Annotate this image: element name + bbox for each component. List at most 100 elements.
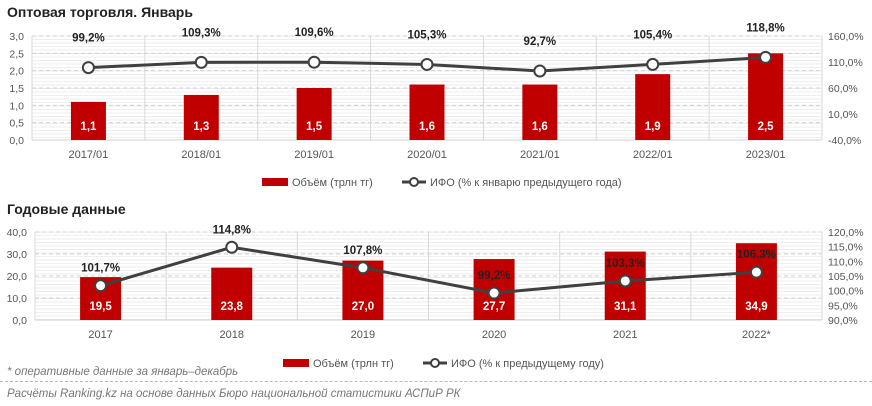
legend-line-label: ИФО (% к январю предыдущего года) bbox=[430, 177, 622, 189]
divider bbox=[0, 381, 872, 382]
bar bbox=[748, 53, 784, 141]
bar bbox=[735, 243, 777, 320]
y-tick-label: 0,0 bbox=[9, 135, 24, 147]
legend-bar-swatch bbox=[262, 178, 288, 186]
bar-value-label: 2,5 bbox=[758, 121, 775, 133]
line-value-label: 101,7% bbox=[81, 263, 120, 275]
line-point bbox=[533, 64, 547, 78]
x-tick-label: 2019/01 bbox=[294, 149, 334, 161]
bar bbox=[211, 267, 253, 320]
line-value-label: 103,3% bbox=[606, 258, 645, 270]
y-tick-label: 20,0 bbox=[7, 271, 28, 283]
source-note: Расчёты Ranking.kz на основе данных Бюро… bbox=[7, 388, 461, 400]
y-tick-label: 2,0 bbox=[9, 66, 24, 78]
bar-value-label: 1,5 bbox=[306, 121, 323, 133]
y-tick-label: 40,0 bbox=[7, 227, 28, 239]
legend-bar-label: Объём (трлн тг) bbox=[313, 358, 394, 370]
line-point bbox=[94, 279, 108, 293]
bar bbox=[409, 84, 445, 140]
line-point bbox=[307, 55, 321, 69]
bar bbox=[522, 84, 558, 140]
line-value-label: 106,3% bbox=[737, 249, 776, 261]
footnote: * оперативные данные за январь–декабрь bbox=[7, 366, 239, 378]
legend-bar-label: Объём (трлн тг) bbox=[292, 177, 373, 189]
bar-value-label: 19,5 bbox=[89, 301, 112, 313]
line-point bbox=[194, 55, 208, 69]
y2-tick-label: 90,0% bbox=[828, 315, 858, 327]
chart-title-january: Оптовая торговля. Январь bbox=[7, 4, 193, 20]
y-tick-label: 2,5 bbox=[9, 48, 24, 60]
y-tick-label: 0,0 bbox=[12, 315, 27, 327]
chart-title-annual: Годовые данные bbox=[7, 201, 126, 217]
line-value-label: 118,8% bbox=[746, 22, 784, 34]
x-tick-label: 2022/01 bbox=[633, 149, 673, 161]
line-value-label: 109,6% bbox=[295, 27, 334, 39]
y2-tick-label: 105,0% bbox=[828, 271, 864, 283]
line-value-label: 105,3% bbox=[407, 29, 446, 41]
legend-line-marker bbox=[409, 177, 419, 187]
x-tick-label: 2021 bbox=[613, 329, 637, 341]
y2-tick-label: -40,0% bbox=[828, 135, 861, 147]
bar-value-label: 1,6 bbox=[532, 121, 548, 133]
line-point bbox=[225, 240, 239, 254]
line-point bbox=[759, 50, 773, 64]
bar-value-label: 23,8 bbox=[221, 301, 244, 313]
line-point bbox=[646, 57, 660, 71]
bar-value-label: 1,6 bbox=[419, 121, 435, 133]
y2-tick-label: 120,0% bbox=[828, 227, 864, 239]
y2-tick-label: 110,0% bbox=[828, 57, 863, 69]
legend-bar-swatch bbox=[283, 359, 309, 367]
line-point bbox=[487, 286, 501, 300]
bar-value-label: 27,7 bbox=[483, 301, 505, 313]
chart-january: 0,0 0,5 1,0 1,5 2,0 2,5 3,0 -40,0% 10,0% 60,0% 110… bbox=[9, 22, 864, 189]
line-value-label: 92,7% bbox=[524, 36, 557, 48]
line-point bbox=[420, 57, 434, 71]
x-tick-label: 2021/01 bbox=[520, 149, 560, 161]
y-tick-label: 0,5 bbox=[9, 118, 24, 130]
x-tick-label: 2022* bbox=[742, 329, 771, 341]
y-tick-label: 3,0 bbox=[9, 31, 24, 43]
line-value-label: 99,2% bbox=[72, 33, 105, 45]
bar-value-label: 31,1 bbox=[614, 301, 637, 313]
bar bbox=[296, 88, 332, 140]
line-value-label: 105,4% bbox=[633, 29, 672, 41]
y2-tick-label: 160,0% bbox=[828, 31, 864, 43]
legend-line-marker bbox=[430, 358, 440, 368]
line-value-label: 99,2% bbox=[478, 270, 511, 282]
line-point bbox=[81, 61, 95, 75]
y2-tick-label: 10,0% bbox=[828, 109, 858, 121]
legend-line-label: ИФО (% к предыдущему году) bbox=[451, 358, 604, 370]
bar bbox=[635, 74, 671, 140]
y2-tick-label: 60,0% bbox=[828, 83, 858, 95]
y2-tick-label: 115,0% bbox=[828, 242, 863, 254]
line-point bbox=[356, 261, 370, 275]
y-tick-label: 30,0 bbox=[7, 249, 28, 261]
line-point bbox=[618, 274, 632, 288]
x-tick-label: 2020 bbox=[482, 329, 506, 341]
x-tick-label: 2017 bbox=[88, 329, 112, 341]
bar-value-label: 1,1 bbox=[80, 121, 97, 133]
bar-value-label: 1,3 bbox=[193, 121, 209, 133]
y-tick-label: 1,5 bbox=[9, 83, 24, 95]
y-tick-label: 10,0 bbox=[7, 293, 28, 305]
y-tick-label: 1,0 bbox=[9, 100, 24, 112]
x-tick-label: 2020/01 bbox=[407, 149, 447, 161]
x-tick-label: 2017/01 bbox=[69, 149, 109, 161]
x-tick-label: 2019 bbox=[351, 329, 375, 341]
x-tick-label: 2018 bbox=[220, 329, 244, 341]
y2-tick-label: 100,0% bbox=[828, 286, 864, 298]
bar-value-label: 27,0 bbox=[352, 301, 374, 313]
bar-value-label: 34,9 bbox=[745, 301, 767, 313]
line-series bbox=[100, 245, 757, 295]
x-tick-label: 2018/01 bbox=[181, 149, 221, 161]
line-value-label: 107,8% bbox=[343, 245, 382, 257]
bar bbox=[70, 101, 106, 140]
x-tick-label: 2023/01 bbox=[746, 149, 786, 161]
chart-annual: 0,0 10,0 20,0 30,0 40,0 90,0% 95,0% 100,0% 105,0… bbox=[7, 224, 864, 370]
y2-tick-label: 95,0% bbox=[828, 300, 858, 312]
bar-value-label: 1,9 bbox=[645, 121, 661, 133]
line-point bbox=[749, 265, 763, 279]
bar bbox=[183, 94, 219, 140]
line-value-label: 114,8% bbox=[213, 224, 251, 236]
